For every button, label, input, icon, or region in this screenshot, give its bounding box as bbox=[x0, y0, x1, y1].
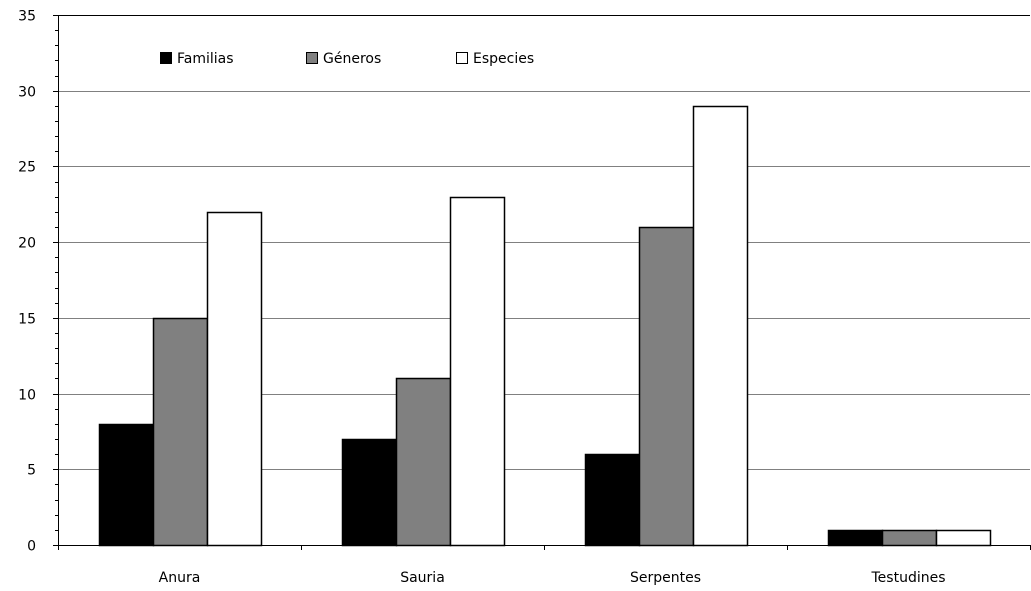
y-tick-labels: 0 5 10 15 20 25 30 35 bbox=[18, 9, 36, 555]
legend-label-especies: Especies bbox=[473, 51, 534, 67]
x-tick-label: Anura bbox=[159, 570, 201, 586]
axes bbox=[53, 15, 1031, 550]
bar-géneros-serpentes bbox=[638, 226, 695, 547]
y-tick-label: 20 bbox=[18, 236, 36, 252]
legend-swatch-especies bbox=[456, 52, 468, 64]
bar-géneros-anura bbox=[152, 317, 209, 547]
bar-familias-testudines bbox=[827, 529, 884, 547]
y-tick-label: 0 bbox=[27, 539, 36, 555]
bar-familias-anura bbox=[98, 423, 155, 547]
legend-label-familias: Familias bbox=[177, 51, 234, 67]
bar-géneros-testudines bbox=[881, 529, 938, 547]
x-tick-labels: Anura Sauria Serpentes Testudines bbox=[159, 570, 946, 586]
x-tick-label: Testudines bbox=[871, 570, 946, 586]
legend-label-géneros: Géneros bbox=[323, 51, 381, 67]
legend: Familias Géneros Especies bbox=[160, 51, 534, 67]
x-tick-label: Sauria bbox=[400, 570, 445, 586]
bar-especies-sauria bbox=[449, 196, 506, 547]
x-tick-label: Serpentes bbox=[630, 570, 701, 586]
bars bbox=[98, 105, 992, 547]
y-tick-label: 10 bbox=[18, 388, 36, 404]
y-tick-label: 5 bbox=[27, 463, 36, 479]
legend-swatch-familias bbox=[160, 52, 172, 64]
bar-especies-testudines bbox=[935, 529, 992, 547]
y-tick-label: 25 bbox=[18, 160, 36, 176]
y-tick-label: 30 bbox=[18, 85, 36, 101]
y-tick-label: 35 bbox=[18, 9, 36, 25]
bar-géneros-sauria bbox=[395, 377, 452, 547]
bar-familias-sauria bbox=[341, 438, 398, 547]
legend-swatch-géneros bbox=[306, 52, 318, 64]
bar-especies-anura bbox=[206, 211, 263, 547]
bar-familias-serpentes bbox=[584, 453, 641, 547]
bar-especies-serpentes bbox=[692, 105, 749, 547]
y-tick-label: 15 bbox=[18, 312, 36, 328]
